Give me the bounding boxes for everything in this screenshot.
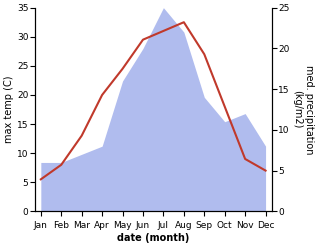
Y-axis label: med. precipitation
(kg/m2): med. precipitation (kg/m2) — [292, 65, 314, 154]
Y-axis label: max temp (C): max temp (C) — [4, 76, 14, 143]
X-axis label: date (month): date (month) — [117, 233, 190, 243]
